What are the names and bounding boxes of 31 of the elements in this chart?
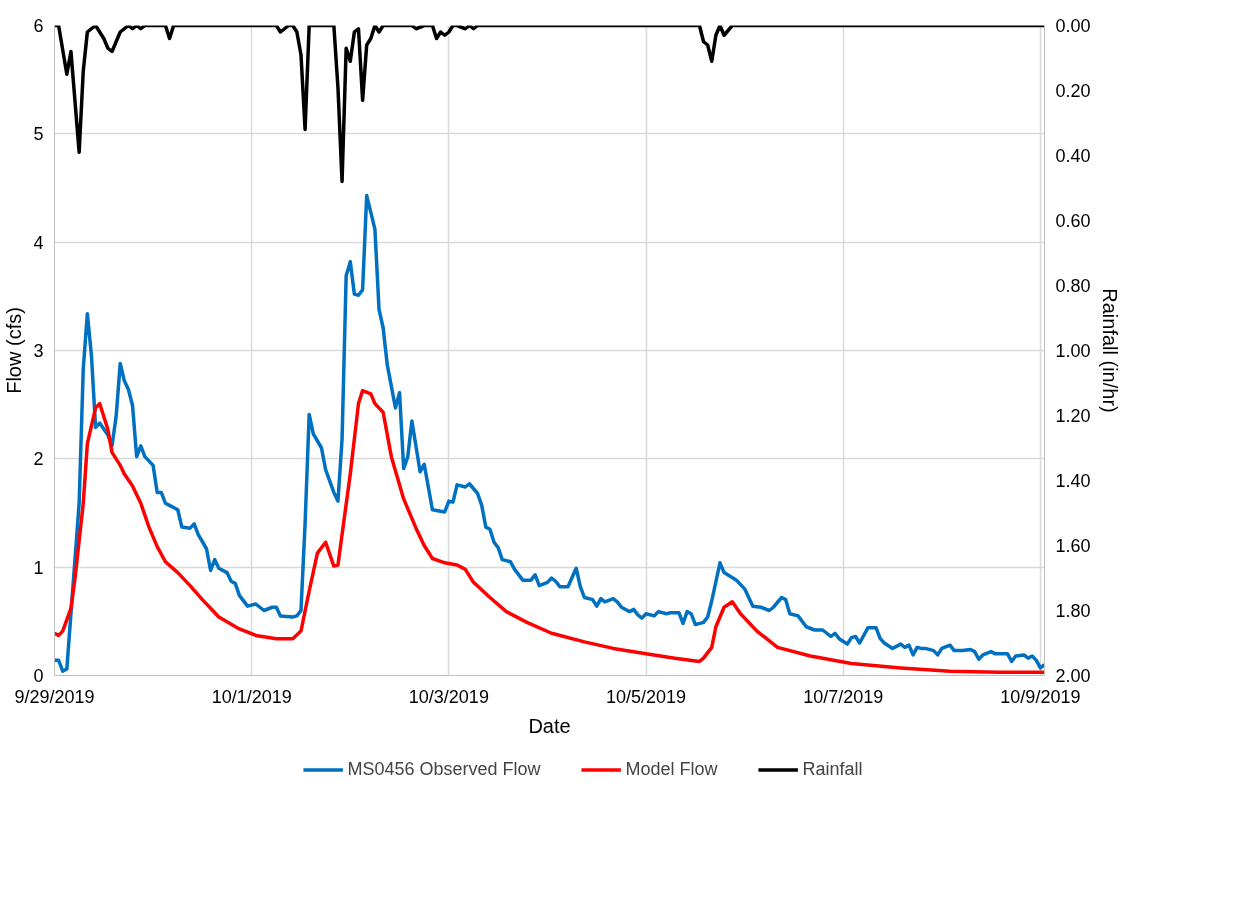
y2-tick-label: 0.80 (1055, 276, 1091, 296)
y-tick-label: 1 (33, 557, 44, 578)
line-series (54, 25, 1045, 184)
y2-tick-label: 0.40 (1055, 146, 1091, 166)
y-tick-label: 4 (33, 232, 44, 253)
y-tick-label: 6 (33, 16, 44, 36)
y2-tick-label: 0.20 (1055, 81, 1091, 101)
legend-label: MS0456 Observed Flow (347, 758, 541, 780)
x-axis-title: Date (528, 714, 571, 737)
y-tick-label: 5 (33, 124, 44, 145)
y-axis-title: Flow (cfs) (3, 307, 26, 394)
y-tick-label: 0 (33, 666, 44, 686)
x-tick-label: 10/9/2019 (1000, 686, 1081, 707)
x-tick-label: 9/29/2019 (14, 686, 95, 707)
y-tick-label: 2 (33, 449, 44, 470)
y2-tick-label: 2.00 (1055, 666, 1091, 686)
y2-tick-label: 0.00 (1055, 16, 1091, 36)
x-tick-label: 10/7/2019 (803, 686, 884, 707)
legend-label: Rainfall (802, 758, 863, 780)
y-tick-label: 3 (33, 341, 44, 361)
y2-tick-label: 1.00 (1055, 341, 1091, 361)
y2-tick-label: 1.80 (1055, 601, 1091, 621)
legend-label: Model Flow (625, 758, 718, 780)
y2-tick-label: 1.40 (1055, 471, 1091, 491)
x-tick-label: 10/5/2019 (606, 686, 687, 707)
x-tick-label: 10/1/2019 (211, 686, 292, 707)
y2-tick-label: 1.20 (1055, 406, 1091, 426)
x-tick-label: 10/3/2019 (408, 686, 489, 707)
y2-tick-label: 0.60 (1055, 211, 1091, 231)
y2-axis-title: Rainfall (in/hr) (1098, 288, 1121, 413)
y2-tick-label: 1.60 (1055, 536, 1091, 556)
